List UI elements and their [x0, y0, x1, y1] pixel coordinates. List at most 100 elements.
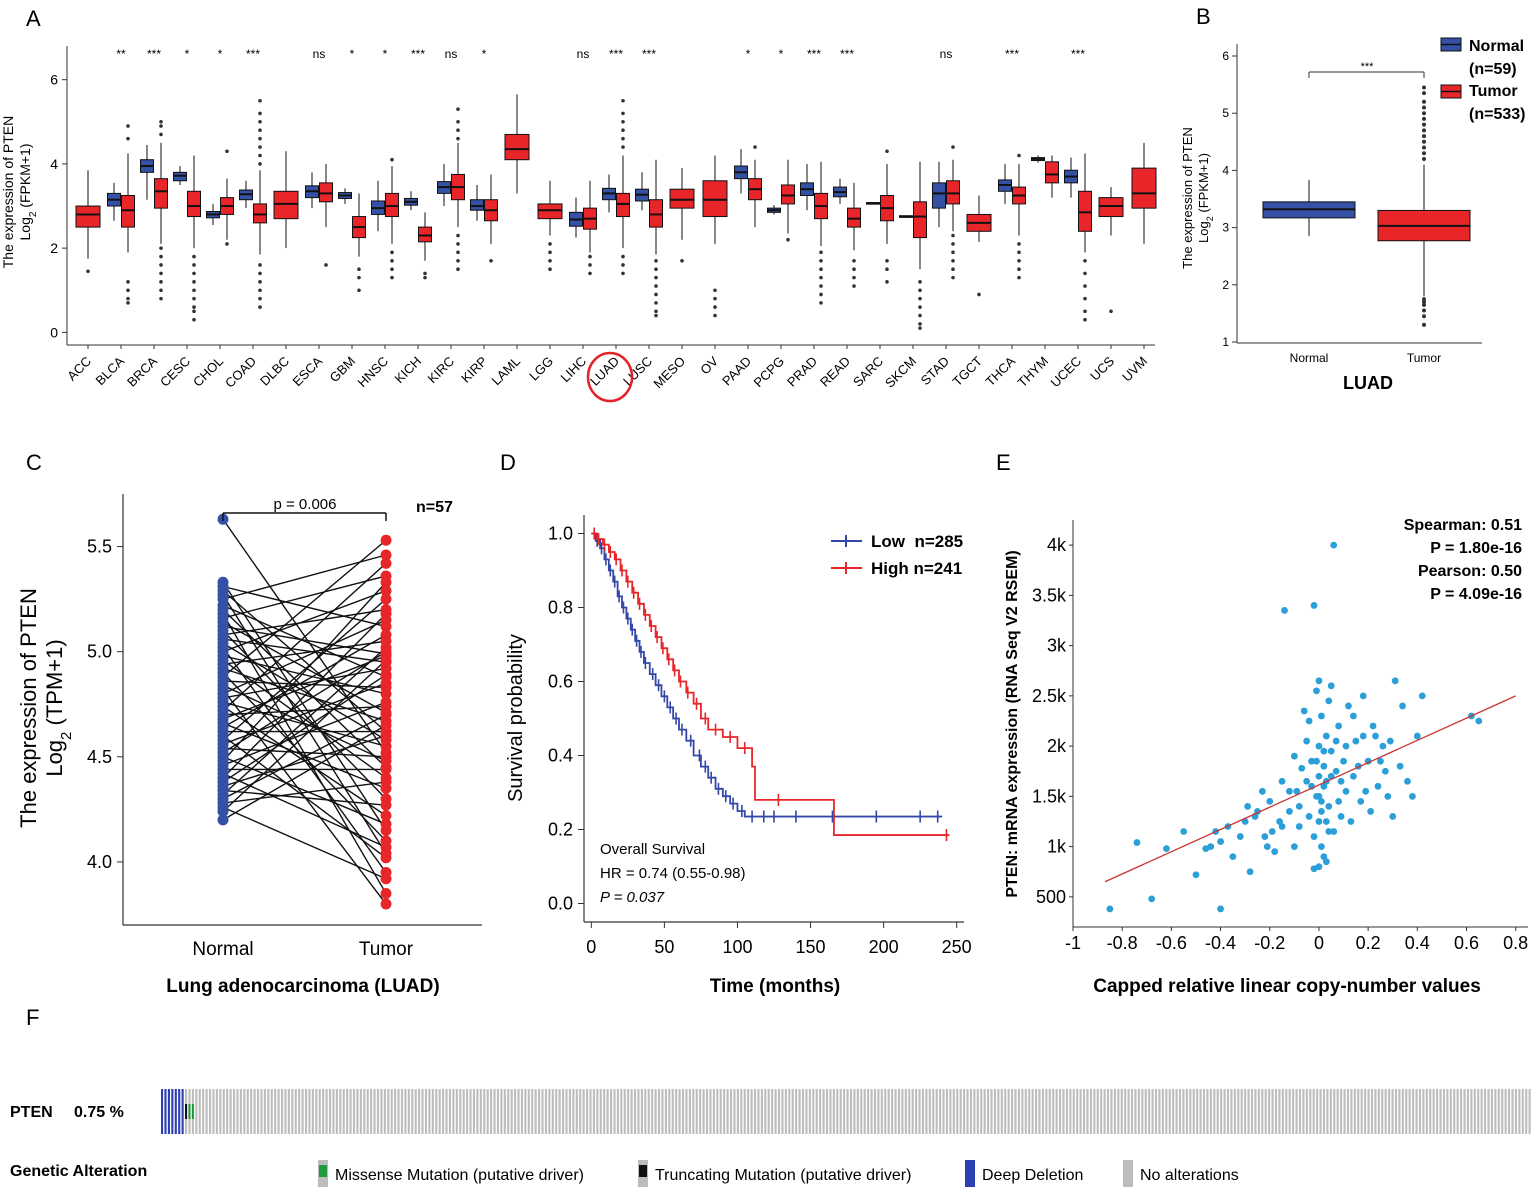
scatter-point — [1148, 895, 1156, 903]
tumor-box-stad — [946, 159, 960, 232]
outlier-point — [819, 292, 823, 297]
scatter-point — [1192, 871, 1200, 879]
sample-no-alteration — [1045, 1089, 1048, 1134]
panel-c-xlabel: Lung adenocarcinoma (LUAD) — [166, 976, 439, 997]
sample-no-alteration — [517, 1089, 520, 1134]
sample-no-alteration — [1346, 1089, 1350, 1134]
panel-d-survival: Survival probability 0 50 100 150 200 250 0.0 0… — [505, 515, 972, 997]
sample-no-alteration — [973, 1089, 976, 1134]
sample-no-alteration — [1199, 1089, 1202, 1134]
legend-deep-deletion-label: Deep Deletion — [982, 1167, 1083, 1184]
sample-no-alteration — [983, 1089, 986, 1134]
normal-box-sarc — [866, 202, 880, 205]
paired-line — [222, 613, 387, 779]
outlier-point — [621, 128, 625, 133]
scatter-point — [1318, 712, 1325, 720]
sample-no-alteration — [942, 1089, 945, 1134]
sample-no-alteration — [990, 1089, 993, 1134]
sample-no-alteration — [438, 1089, 441, 1134]
sample-deep-deletion — [178, 1089, 181, 1134]
tumor-point — [380, 898, 392, 910]
xtick-lgg: LGG — [526, 354, 556, 384]
scatter-point — [1337, 813, 1345, 820]
panel-b-outlier — [1422, 116, 1426, 121]
sample-no-alteration — [1148, 1089, 1151, 1134]
tumor-point — [380, 549, 392, 561]
outlier-point — [621, 98, 625, 103]
sample-no-alteration — [1254, 1089, 1257, 1134]
sample-no-alteration — [1316, 1089, 1319, 1134]
sample-no-alteration — [884, 1089, 887, 1134]
outlier-point — [423, 275, 427, 280]
xtick-uvm: UVM — [1119, 354, 1150, 385]
paired-line — [222, 735, 387, 859]
sample-no-alteration — [373, 1089, 376, 1134]
outlier-point — [126, 280, 130, 284]
sample-no-alteration — [1388, 1089, 1391, 1134]
paired-line — [222, 608, 387, 636]
scatter-point — [1295, 823, 1303, 830]
sample-no-alteration — [579, 1089, 582, 1134]
sample-no-alteration — [596, 1089, 599, 1134]
sample-no-alteration — [939, 1089, 942, 1134]
paired-line — [222, 640, 387, 665]
scatter-point — [1163, 845, 1170, 853]
sample-no-alteration — [1158, 1089, 1161, 1134]
scatter-point — [1404, 777, 1411, 785]
sample-no-alteration — [1367, 1089, 1370, 1134]
panel-e-xlabel: Capped relative linear copy-number value… — [1093, 976, 1481, 997]
sample-no-alteration — [1312, 1089, 1315, 1134]
scatter-point — [1278, 823, 1286, 830]
tumor-box-coad-box — [253, 203, 267, 224]
outlier-point — [258, 271, 262, 276]
scatter-point — [1281, 607, 1288, 614]
sample-no-alteration — [681, 1089, 685, 1134]
sample-no-alteration — [620, 1089, 623, 1134]
panel-b-outlier — [1422, 151, 1426, 156]
outlier-point — [258, 263, 262, 267]
panel-label-a: A — [26, 6, 41, 31]
paired-line — [222, 581, 387, 762]
sample-no-alteration — [1432, 1089, 1435, 1134]
sample-no-alteration — [1408, 1089, 1411, 1134]
sample-no-alteration — [479, 1089, 482, 1134]
normal-box-hnsc — [371, 180, 385, 232]
scatter-point — [1276, 818, 1283, 825]
paired-line — [222, 701, 387, 766]
sample-no-alteration — [753, 1089, 757, 1134]
outlier-point — [951, 275, 955, 280]
sample-no-alteration — [1422, 1089, 1425, 1134]
scatter-point — [1322, 732, 1330, 740]
panel-d-ytick-label: 0.6 — [548, 672, 573, 692]
sample-no-alteration — [815, 1089, 818, 1134]
outlier-point — [192, 305, 196, 309]
significance-paad: * — [746, 47, 751, 61]
sample-no-alteration — [1326, 1089, 1329, 1134]
scatter-point — [1330, 541, 1338, 549]
significance-gbm: * — [350, 47, 355, 61]
luad-highlight-ellipse — [586, 351, 634, 403]
normal-point — [217, 814, 229, 826]
tumor-box-brca — [154, 142, 168, 244]
significance-hnsc: * — [383, 47, 388, 61]
tumor-box-kirp — [484, 174, 498, 244]
outlier-point — [159, 263, 163, 267]
outlier-point — [192, 254, 196, 259]
outlier-point — [192, 280, 196, 284]
outlier-point — [456, 136, 460, 141]
scatter-point — [1352, 737, 1360, 745]
xtick-paad: PAAD — [719, 354, 754, 389]
tumor-point — [380, 719, 392, 731]
sample-no-alteration — [849, 1089, 853, 1134]
scatter-point — [1332, 737, 1340, 745]
sample-no-alteration — [496, 1089, 500, 1134]
sample-no-alteration — [1244, 1089, 1247, 1134]
significance-chol: * — [218, 47, 223, 61]
scatter-point — [1418, 692, 1426, 700]
sample-no-alteration — [1456, 1089, 1459, 1134]
sample-no-alteration — [915, 1089, 918, 1134]
sample-no-alteration — [1298, 1089, 1302, 1134]
sample-no-alteration — [709, 1089, 712, 1134]
sample-no-alteration — [952, 1089, 955, 1134]
